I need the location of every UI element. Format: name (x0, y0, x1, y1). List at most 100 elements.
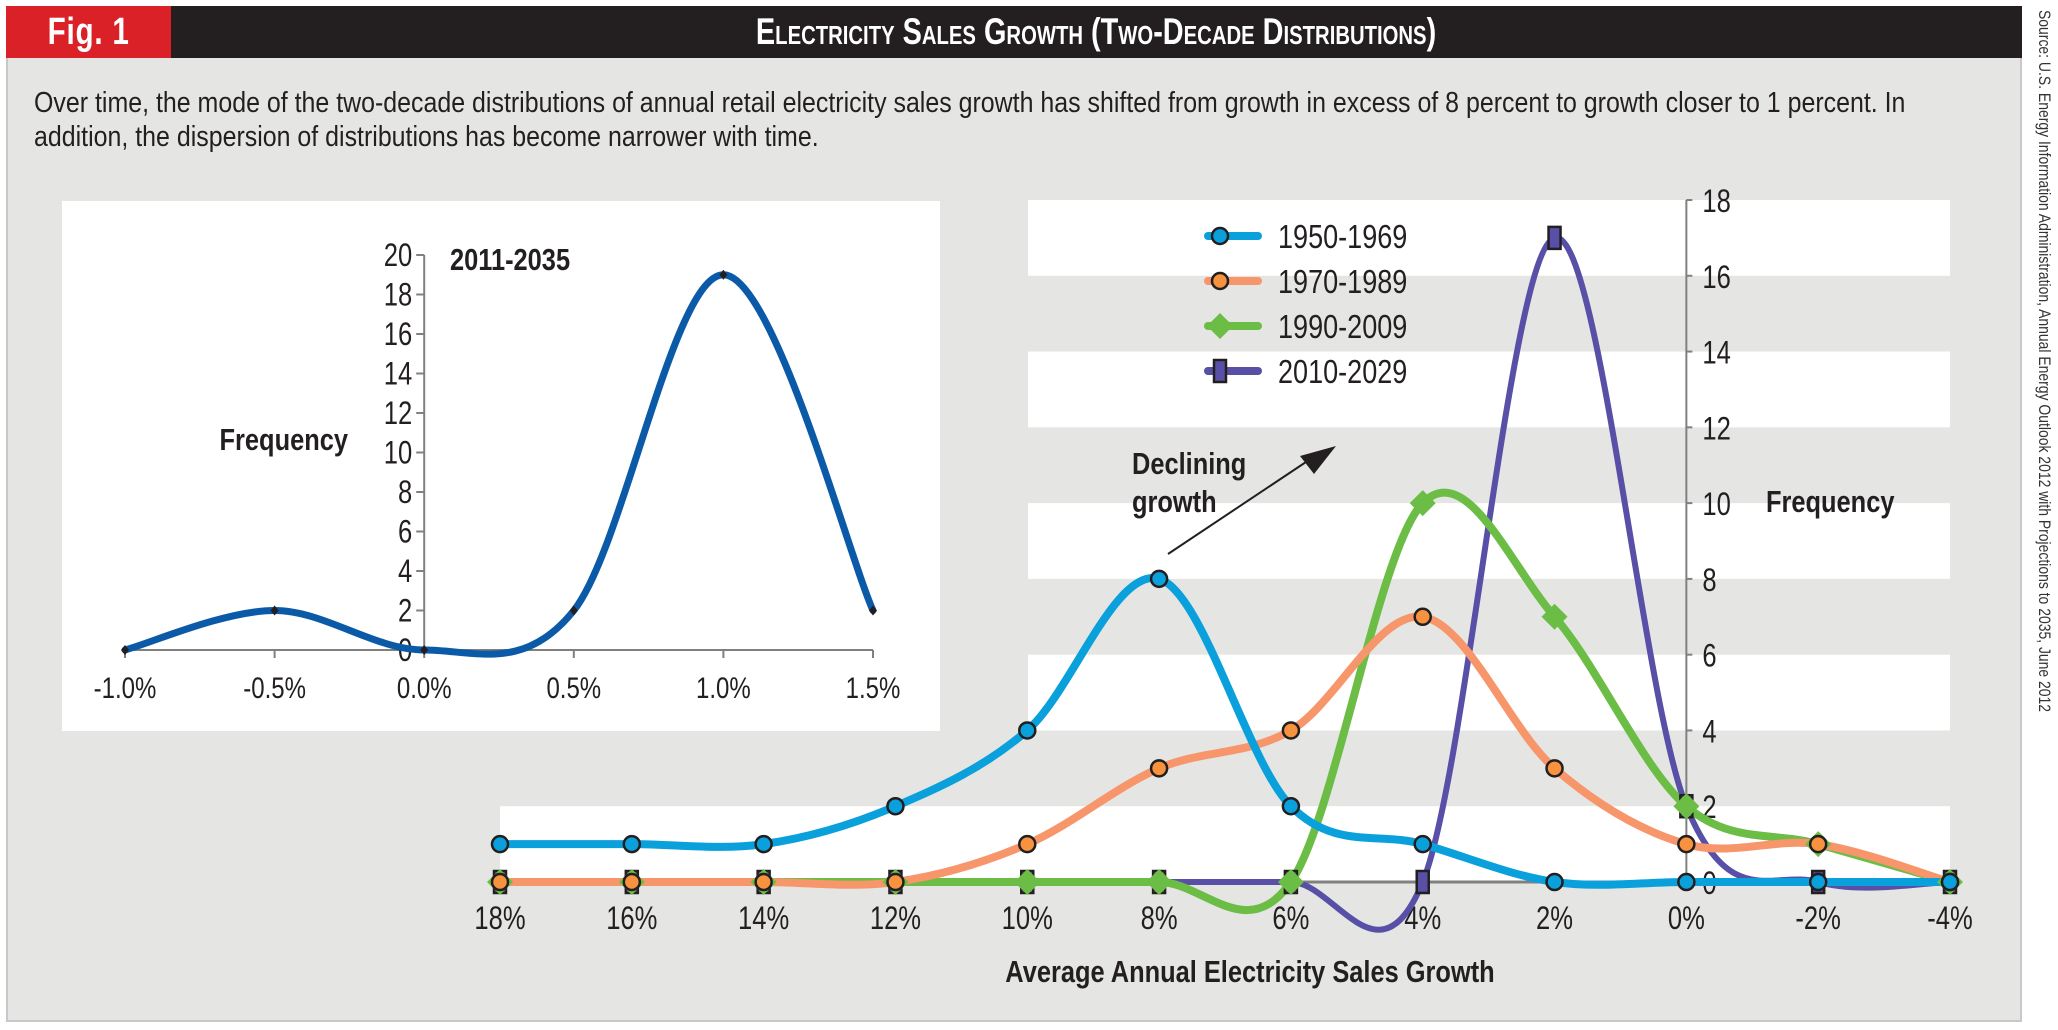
inset-x-tick-label: -1.0% (94, 670, 157, 704)
data-point-circle-marker (1677, 872, 1696, 892)
inset-y-tick-label: 16 (384, 317, 412, 352)
header-bar (6, 6, 2022, 58)
main-x-tick-label: -4% (1927, 901, 1973, 936)
inset-data-point (270, 605, 279, 616)
inset-data-point (869, 605, 877, 616)
main-y-tick-label: 16 (1702, 260, 1730, 295)
inset-data-point (569, 605, 578, 616)
chart-background-band (1028, 351, 1950, 428)
data-point-circle-marker (1545, 872, 1564, 892)
data-point-diamond-marker (1014, 869, 1041, 895)
data-point-diamond-marker (1541, 603, 1568, 630)
inset-chart-title: 2011-2035 (450, 243, 570, 278)
data-point-circle-marker (754, 834, 773, 854)
main-x-tick-label: 2% (1536, 901, 1573, 936)
main-x-tick-label: 18% (474, 901, 525, 936)
main-x-tick-label: -2% (1795, 901, 1841, 936)
legend-entry-label: 2010-2029 (1278, 355, 1407, 391)
main-y-tick-label: 6 (1702, 639, 1716, 674)
inset-x-tick-label: -0.5% (243, 670, 306, 704)
figure-caption: Over time, the mode of the two-decade di… (34, 86, 2014, 154)
inset-x-tick-label: 1.5% (846, 670, 901, 704)
figure-title: Electricity Sales Growth (Two-Decade Dis… (171, 6, 2022, 58)
data-point-circle-marker (886, 872, 905, 892)
legend-entry-label: 1970-1989 (1278, 265, 1407, 301)
data-point-circle-marker (1281, 721, 1301, 740)
inset-y-tick-label: 6 (398, 515, 412, 550)
inset-y-tick-label: 18 (384, 278, 412, 313)
main-y-tick-label: 12 (1702, 412, 1730, 447)
data-point-circle-marker (1018, 721, 1037, 740)
data-point-square-marker (1547, 225, 1562, 251)
main-x-tick-label: 14% (738, 901, 789, 936)
data-point-square-marker (1415, 869, 1430, 895)
annotation-text-line1: Declining (1132, 447, 1246, 482)
inset-chart: -1.0% -0.5% 0.0% 0.5% 1.0% 1.5%02468101214161… (94, 238, 901, 704)
main-x-tick-label: 0% (1668, 901, 1705, 936)
main-x-tick-label: 16% (606, 901, 657, 936)
data-point-circle-marker (1413, 607, 1432, 627)
data-point-circle-marker (1210, 226, 1230, 246)
data-point-circle-marker (1149, 569, 1169, 589)
inset-x-tick-label: 1.0% (696, 670, 751, 704)
inset-y-tick-label: 14 (384, 357, 412, 392)
data-point-circle-marker (1808, 872, 1828, 892)
main-y-tick-label: 10 (1702, 488, 1730, 523)
data-point-circle-marker (1677, 834, 1696, 854)
data-point-circle-marker (1149, 759, 1169, 778)
inset-data-point (121, 645, 129, 655)
data-point-circle-marker (622, 834, 642, 854)
annotation-arrow-shaft (1167, 453, 1319, 555)
inset-y-tick-label: 12 (384, 396, 412, 431)
inset-y-axis-label: Frequency (220, 423, 349, 458)
data-point-diamond-marker (1277, 869, 1304, 895)
inset-y-tick-label: 10 (384, 436, 412, 471)
data-point-circle-marker (1545, 759, 1564, 778)
main-x-tick-label: 8% (1141, 901, 1178, 936)
data-point-circle-marker (490, 834, 510, 854)
data-point-circle-marker (1210, 271, 1230, 291)
inset-x-tick-label: 0.5% (546, 670, 601, 704)
inset-y-tick-label: 4 (398, 554, 412, 589)
legend-entry-label: 1950-1969 (1278, 220, 1407, 256)
figure-title-text: Electricity Sales Growth (Two-Decade Dis… (756, 11, 1437, 52)
inset-y-tick-label: 2 (398, 594, 412, 629)
legend-entry-label: 1990-2009 (1278, 310, 1407, 346)
main-y-axis-label: Frequency (1766, 485, 1895, 520)
figure-label-badge: Fig. 1 (6, 6, 171, 58)
main-y-tick-label: 18 (1702, 184, 1730, 219)
main-y-tick-label: 8 (1702, 563, 1716, 598)
main-x-tick-label: 12% (870, 901, 921, 936)
data-point-circle-marker (1281, 796, 1301, 816)
inset-x-tick-label: 0.0% (397, 670, 452, 704)
inset-data-point (719, 269, 728, 280)
data-point-diamond-marker (1207, 313, 1233, 339)
data-point-circle-marker (1018, 834, 1037, 854)
data-point-circle-marker (886, 796, 905, 816)
data-point-circle-marker (1413, 834, 1432, 854)
inset-y-tick-label: 20 (384, 238, 412, 273)
data-point-circle-marker (754, 872, 773, 892)
data-point-diamond-marker (1673, 793, 1700, 820)
data-point-circle-marker (1940, 872, 1960, 892)
chart-background-band (1028, 654, 1950, 731)
data-point-circle-marker (1808, 834, 1828, 854)
main-x-tick-label: 10% (1002, 901, 1053, 936)
figure-label: Fig. 1 (47, 10, 130, 53)
main-chart: 18% 16% 14% 12% 10% 8% 6% 4% 2% 0% -2% -4%Average A… (474, 184, 1972, 989)
caption-text: Over time, the mode of the two-decade di… (34, 87, 1906, 153)
main-y-tick-label: 4 (1702, 715, 1716, 750)
data-point-square-marker (1212, 358, 1228, 384)
inset-y-tick-label: 8 (398, 475, 412, 510)
annotation-text-line2: growth (1132, 485, 1217, 520)
data-point-diamond-marker (1409, 490, 1436, 517)
inset-data-point (420, 645, 429, 655)
main-x-tick-label: 6% (1272, 901, 1309, 936)
inset-panel (62, 201, 940, 731)
main-y-tick-label: 14 (1702, 336, 1730, 371)
annotation-arrow-head (1300, 446, 1336, 474)
data-point-circle-marker (490, 872, 510, 892)
main-x-axis-label: Average Annual Electricity Sales Growth (1005, 955, 1494, 990)
chart-background-band (1028, 200, 1950, 276)
